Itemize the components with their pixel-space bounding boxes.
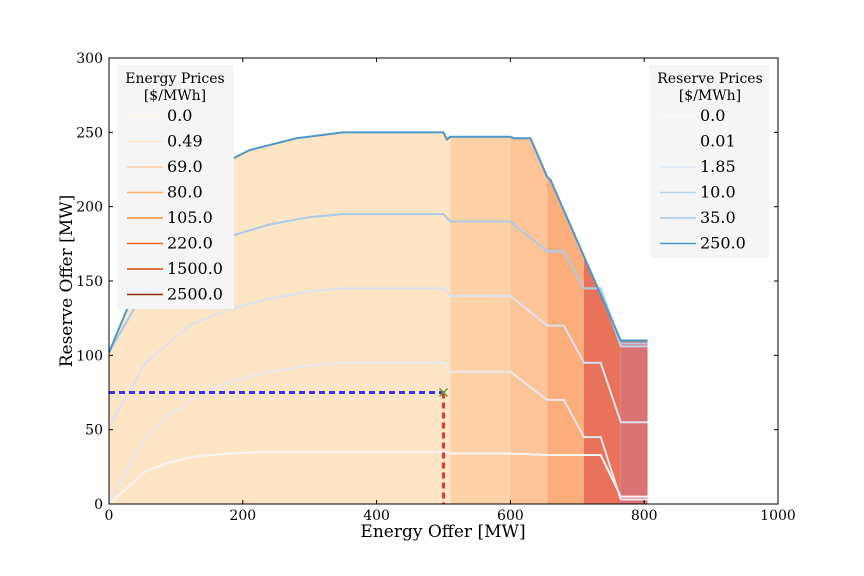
energy_legend-label-7: 2500.0 — [167, 285, 223, 304]
energy_legend-title-line-0: Energy Prices — [125, 71, 224, 87]
energy_legend-label-1: 0.49 — [167, 132, 203, 151]
axis-ticks: 0 200 400 600 800 1000 0 50 100 150 200 250 300 — [76, 51, 796, 524]
operating-point-marker — [438, 387, 449, 398]
axes-frame — [108, 57, 779, 505]
energy_legend-label-6: 1500.0 — [167, 259, 223, 278]
x-tick-label-5: 1000 — [760, 508, 796, 524]
reserve_legend-label-5: 250.0 — [700, 234, 746, 253]
reserve-legend: Reserve Prices[$/MWh] 0.0 0.01 1.85 10.0 35.0… — [650, 65, 769, 258]
y-tick-label-3: 150 — [76, 274, 103, 290]
energy-legend: Energy Prices[$/MWh] 0.0 0.49 69.0 80.0 105.0… — [117, 65, 234, 309]
y-tick-label-2: 100 — [76, 348, 103, 364]
y-tick-label-4: 200 — [76, 200, 103, 216]
reserve_legend-label-0: 0.0 — [700, 106, 725, 125]
energy_legend-label-3: 80.0 — [167, 183, 203, 202]
energy-region-1 — [450, 136, 511, 505]
y-tick-label-6: 300 — [76, 51, 103, 67]
reserve_legend-label-2: 1.85 — [700, 157, 736, 176]
reserve-curve-1 — [108, 361, 648, 502]
x-tick-label-0: 0 — [105, 508, 114, 524]
y-tick-label-1: 50 — [85, 423, 103, 439]
energy_legend-label-2: 69.0 — [167, 157, 203, 176]
energy_legend-label-4: 105.0 — [167, 208, 213, 227]
x-tick-label-4: 800 — [631, 508, 658, 524]
reserve_legend-label-4: 35.0 — [700, 208, 736, 227]
reserve_legend-label-1: 0.01 — [700, 132, 736, 151]
x-tick-label-2: 400 — [363, 508, 390, 524]
energy-region-3 — [547, 176, 584, 504]
operating-point-marker-stroke-b — [438, 387, 449, 398]
y-tick-label-5: 250 — [76, 125, 103, 141]
energy-region-4 — [583, 256, 621, 504]
energy_legend-label-0: 0.0 — [167, 106, 192, 125]
x-axis-label: Energy Offer [MW] — [360, 522, 525, 542]
reserve_legend-box — [650, 65, 769, 258]
reserve-curve-2 — [108, 287, 648, 428]
reserve_legend-title-line-1: [$/MWh] — [679, 88, 741, 104]
energy_legend-label-5: 220.0 — [167, 234, 213, 253]
reserve_legend-label-3: 10.0 — [700, 183, 736, 202]
x-tick-label-1: 200 — [229, 508, 256, 524]
reserve_legend-title-line-0: Reserve Prices — [657, 71, 763, 87]
y-axis-label: Reserve Offer [MW] — [57, 195, 77, 368]
reserve-curve-0 — [108, 450, 648, 505]
x-tick-label-3: 600 — [497, 508, 524, 524]
y-tick-label-0: 0 — [94, 497, 103, 513]
energy_legend-title-line-1: [$/MWh] — [144, 88, 206, 104]
